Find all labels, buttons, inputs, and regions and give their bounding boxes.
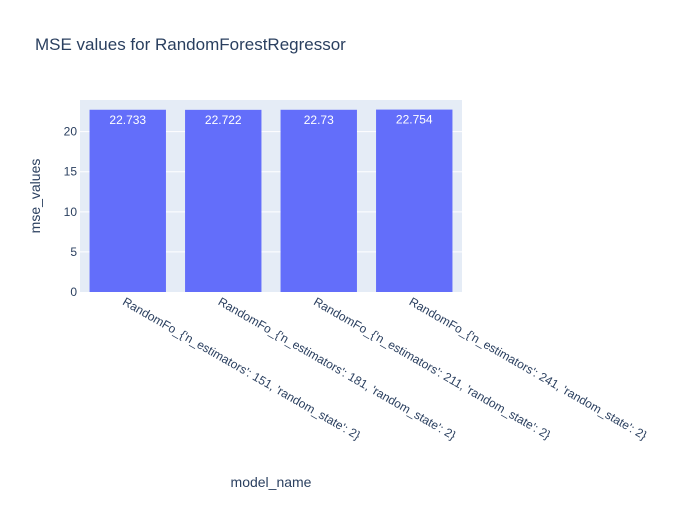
bar-value-label: 22.754 [396,113,433,127]
chart-title: MSE values for RandomForestRegressor [35,35,346,54]
bar[interactable] [185,109,262,292]
bar-value-label: 22.733 [109,113,146,127]
bar-value-label: 22.73 [304,113,334,127]
bar[interactable] [89,109,166,293]
bar[interactable] [280,109,357,293]
x-axis-ticks: RandomFo_{'n_estimators': 151, 'random_s… [120,294,649,442]
bar-value-label: 22.722 [205,113,242,127]
bars: 22.733 22.722 22.73 22.754 [89,109,453,293]
y-tick-label: 5 [70,245,77,259]
y-tick-label: 15 [64,165,78,179]
y-tick-label: 10 [64,205,78,219]
y-axis-ticks: 0 5 10 15 20 [64,125,78,299]
y-tick-label: 0 [70,285,77,299]
y-tick-label: 20 [64,125,78,139]
bar[interactable] [376,109,453,292]
y-axis-title: mse_values [27,159,43,234]
x-axis-title: model_name [231,474,312,490]
